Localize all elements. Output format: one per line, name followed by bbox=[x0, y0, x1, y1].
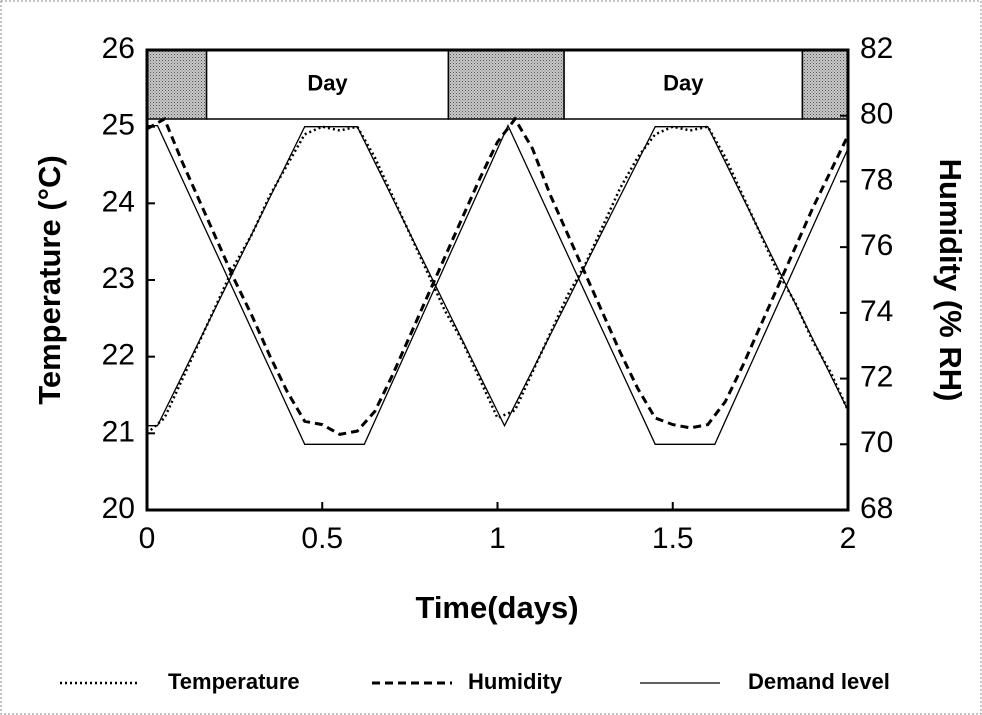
y-tick-label: 21 bbox=[102, 415, 135, 448]
y2-tick-label: 76 bbox=[860, 229, 893, 262]
y-axis-title: Temperature (°C) bbox=[32, 155, 67, 405]
y-tick-label: 25 bbox=[102, 109, 135, 142]
legend-label: Demand level bbox=[748, 669, 890, 694]
y2-tick-label: 82 bbox=[860, 32, 893, 65]
legend-label: Humidity bbox=[468, 669, 563, 694]
x-tick-label: 0.5 bbox=[301, 522, 343, 555]
night-band bbox=[146, 49, 208, 120]
y2-tick-label: 80 bbox=[860, 98, 893, 131]
night-band bbox=[801, 49, 849, 120]
y2-tick-label: 68 bbox=[860, 492, 893, 525]
y-tick-label: 22 bbox=[102, 339, 135, 372]
y2-tick-label: 78 bbox=[860, 163, 893, 196]
line bbox=[147, 126, 849, 428]
day-band bbox=[563, 49, 804, 120]
x-tick-label: 2 bbox=[840, 522, 857, 555]
legend-label: Temperature bbox=[168, 669, 300, 694]
y2-axis-title: Humidity (% RH) bbox=[933, 159, 968, 402]
x-tick-label: 1.5 bbox=[652, 522, 694, 555]
y2-tick-label: 70 bbox=[860, 426, 893, 459]
line bbox=[147, 124, 849, 445]
plot-border bbox=[145, 48, 850, 512]
y-tick-label: 24 bbox=[102, 185, 135, 218]
night-band bbox=[447, 49, 565, 120]
y-tick-label: 23 bbox=[102, 262, 135, 295]
line bbox=[146, 125, 850, 435]
line bbox=[146, 116, 850, 436]
y2-tick-label: 72 bbox=[860, 360, 893, 393]
x-axis-title: Time(days) bbox=[415, 590, 578, 625]
band-label: Day bbox=[663, 70, 704, 95]
band-label: Day bbox=[307, 70, 348, 95]
x-tick-label: 1 bbox=[489, 522, 506, 555]
y-tick-label: 26 bbox=[102, 32, 135, 65]
y2-tick-label: 74 bbox=[860, 295, 893, 328]
y-tick-label: 20 bbox=[102, 492, 135, 525]
x-tick-label: 0 bbox=[139, 522, 156, 555]
